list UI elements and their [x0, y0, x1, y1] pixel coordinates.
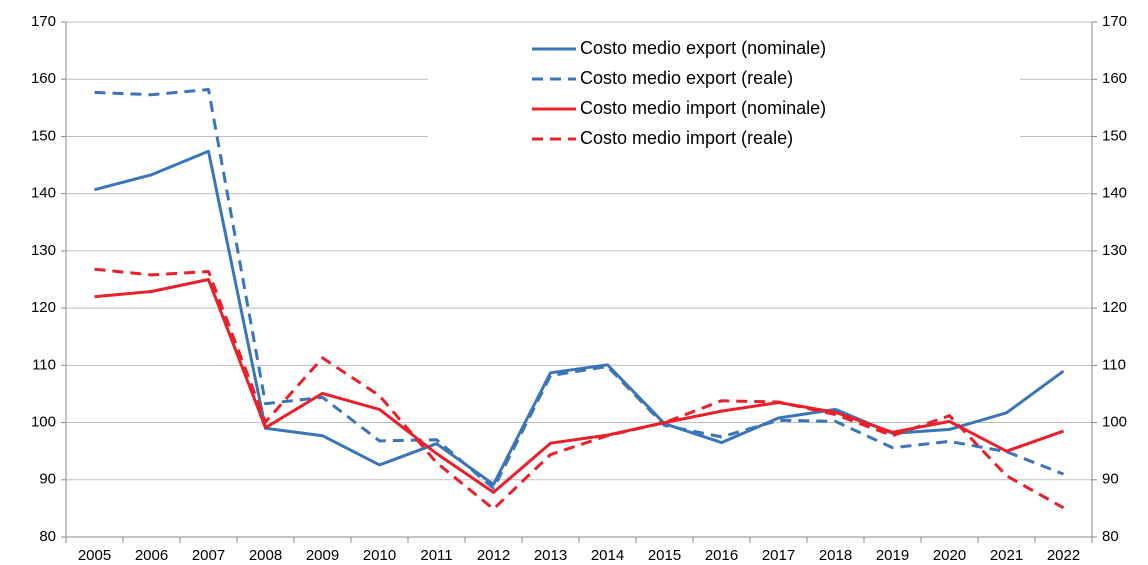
- series-line: [94, 278, 1064, 494]
- y-tick-label: 150: [31, 127, 56, 144]
- y2-tick-label: 110: [1102, 356, 1126, 373]
- x-tick-label: 2011: [420, 547, 452, 564]
- series-line: [94, 88, 1065, 490]
- x-tick-label: 2017: [762, 547, 795, 564]
- y2-tick-label: 120: [1102, 299, 1127, 316]
- y-tick-label: 110: [32, 356, 56, 373]
- x-tick-label: 2022: [1047, 547, 1080, 564]
- legend: Costo medio export (nominale) Costo medio…: [428, 30, 1020, 158]
- x-tick-label: 2005: [78, 547, 111, 564]
- y-tick-label: 140: [31, 185, 56, 202]
- y-tick-label: 160: [31, 70, 56, 87]
- x-tick-label: 2020: [933, 547, 966, 564]
- x-tick-label: 2018: [819, 547, 852, 564]
- x-tick-label: 2012: [477, 547, 510, 564]
- y2-tick-label: 130: [1102, 242, 1127, 259]
- y-tick-label: 170: [31, 13, 56, 30]
- y-tick-label: 90: [39, 471, 56, 488]
- series-line: [94, 149, 1065, 486]
- legend-label: Costo medio import (reale): [580, 128, 793, 148]
- x-tick-label: 2016: [705, 547, 738, 564]
- legend-label: Costo medio import (nominale): [580, 98, 826, 118]
- y2-tick-label: 80: [1102, 528, 1119, 545]
- legend-label: Costo medio export (nominale): [580, 38, 826, 58]
- x-tick-label: 2006: [135, 547, 168, 564]
- x-tick-label: 2013: [534, 547, 567, 564]
- x-tick-label: 2010: [363, 547, 396, 564]
- x-tick-label: 2015: [648, 547, 681, 564]
- x-tick-label: 2021: [990, 547, 1023, 564]
- x-tick-label: 2008: [249, 547, 282, 564]
- legend-label: Costo medio export (reale): [580, 68, 793, 88]
- y2-tick-label: 140: [1102, 185, 1127, 202]
- y2-tick-label: 90: [1102, 471, 1119, 488]
- y2-tick-label: 150: [1102, 127, 1127, 144]
- x-tick-label: 2019: [876, 547, 909, 564]
- y-tick-label: 130: [31, 242, 56, 259]
- x-tick-label: 2014: [591, 547, 624, 564]
- y-tick-label: 120: [31, 299, 56, 316]
- y2-tick-label: 100: [1102, 414, 1127, 431]
- y-tick-label: 80: [39, 528, 56, 545]
- series-line: [94, 267, 1065, 511]
- y-tick-label: 100: [31, 414, 56, 431]
- x-tick-label: 2009: [306, 547, 339, 564]
- y2-tick-label: 160: [1102, 70, 1127, 87]
- legend-box: [428, 30, 1020, 158]
- y2-tick-label: 170: [1102, 13, 1127, 30]
- x-tick-label: 2007: [192, 547, 225, 564]
